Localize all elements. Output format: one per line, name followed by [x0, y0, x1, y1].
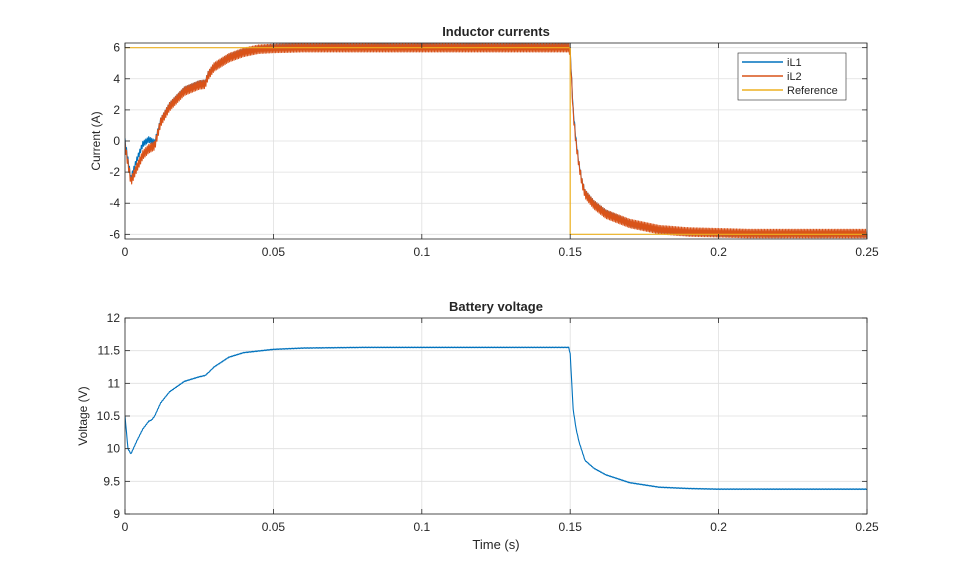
battery-voltage-title: Battery voltage: [449, 299, 543, 314]
battery-voltage-y-ticks: 9 9.5 10 10.5 11 11.5 12: [97, 311, 867, 521]
battery-voltage-x-tick-label: 0.05: [262, 520, 286, 534]
legend-item-reference[interactable]: Reference: [742, 85, 838, 97]
legend-item-il1[interactable]: iL1: [742, 57, 802, 69]
inductor-currents-y-tick-label: 2: [113, 103, 120, 117]
battery-voltage-x-ticks: 0 0.05 0.1 0.15 0.2 0.25: [122, 318, 879, 534]
inductor-currents-x-tick-label: 0.2: [710, 245, 727, 259]
inductor-currents-x-tick-label: 0.1: [413, 245, 430, 259]
legend-item-il2[interactable]: iL2: [742, 71, 802, 83]
inductor-currents-x-tick-label: 0.15: [559, 245, 583, 259]
inductor-currents-x-tick-label: 0.25: [855, 245, 879, 259]
inductor-currents-x-tick-label: 0.05: [262, 245, 286, 259]
inductor-currents-x-ticks: 0 0.05 0.1 0.15 0.2 0.25: [122, 43, 879, 259]
battery-voltage-y-tick-label: 10.5: [97, 409, 121, 423]
legend[interactable]: iL1 iL2 Reference: [737, 52, 847, 101]
battery-voltage-y-tick-label: 11.5: [98, 344, 121, 358]
battery-voltage-x-tick-label: 0.2: [710, 520, 727, 534]
inductor-currents-y-tick-label: 6: [113, 41, 120, 55]
inductor-currents-y-tick-label: -2: [109, 165, 120, 179]
inductor-currents-y-ticks: -6 -4 -2 0 2 4 6: [109, 41, 867, 241]
battery-voltage-series-series-1-line: [125, 346, 867, 491]
inductor-currents-x-tick-label: 0: [122, 245, 129, 259]
legend-label-il2: iL2: [787, 71, 802, 83]
inductor-currents-panel: 0 0.05 0.1 0.15 0.2 0.25 -6 -4 -2 0 2 4 6 Inductor …: [89, 24, 879, 259]
battery-voltage-x-axis-label: Time (s): [472, 537, 519, 552]
legend-label-reference: Reference: [787, 85, 838, 97]
inductor-currents-y-tick-label: -4: [109, 196, 120, 210]
inductor-currents-y-axis-label: Current (A): [89, 111, 103, 170]
inductor-currents-y-tick-label: -6: [109, 227, 120, 241]
battery-voltage-y-tick-label: 9.5: [103, 474, 120, 488]
inductor-currents-y-tick-label: 0: [113, 134, 120, 148]
legend-label-il1: iL1: [787, 57, 802, 69]
battery-voltage-plot-area: [125, 346, 867, 491]
battery-voltage-x-tick-label: 0.25: [855, 520, 879, 534]
inductor-currents-title: Inductor currents: [442, 24, 550, 39]
battery-voltage-y-tick-label: 11: [108, 376, 121, 390]
battery-voltage-y-axis-label: Voltage (V): [76, 386, 90, 445]
battery-voltage-y-tick-label: 9: [113, 507, 120, 521]
battery-voltage-x-tick-label: 0.15: [559, 520, 583, 534]
inductor-currents-y-tick-label: 4: [113, 72, 120, 86]
battery-voltage-panel: 0 0.05 0.1 0.15 0.2 0.25 9 9.5 10 10.5 11 11.5 12 B…: [76, 299, 879, 552]
battery-voltage-x-tick-label: 0.1: [413, 520, 430, 534]
battery-voltage-y-tick-label: 12: [107, 311, 121, 325]
battery-voltage-x-tick-label: 0: [122, 520, 129, 534]
battery-voltage-y-tick-label: 10: [107, 442, 121, 456]
